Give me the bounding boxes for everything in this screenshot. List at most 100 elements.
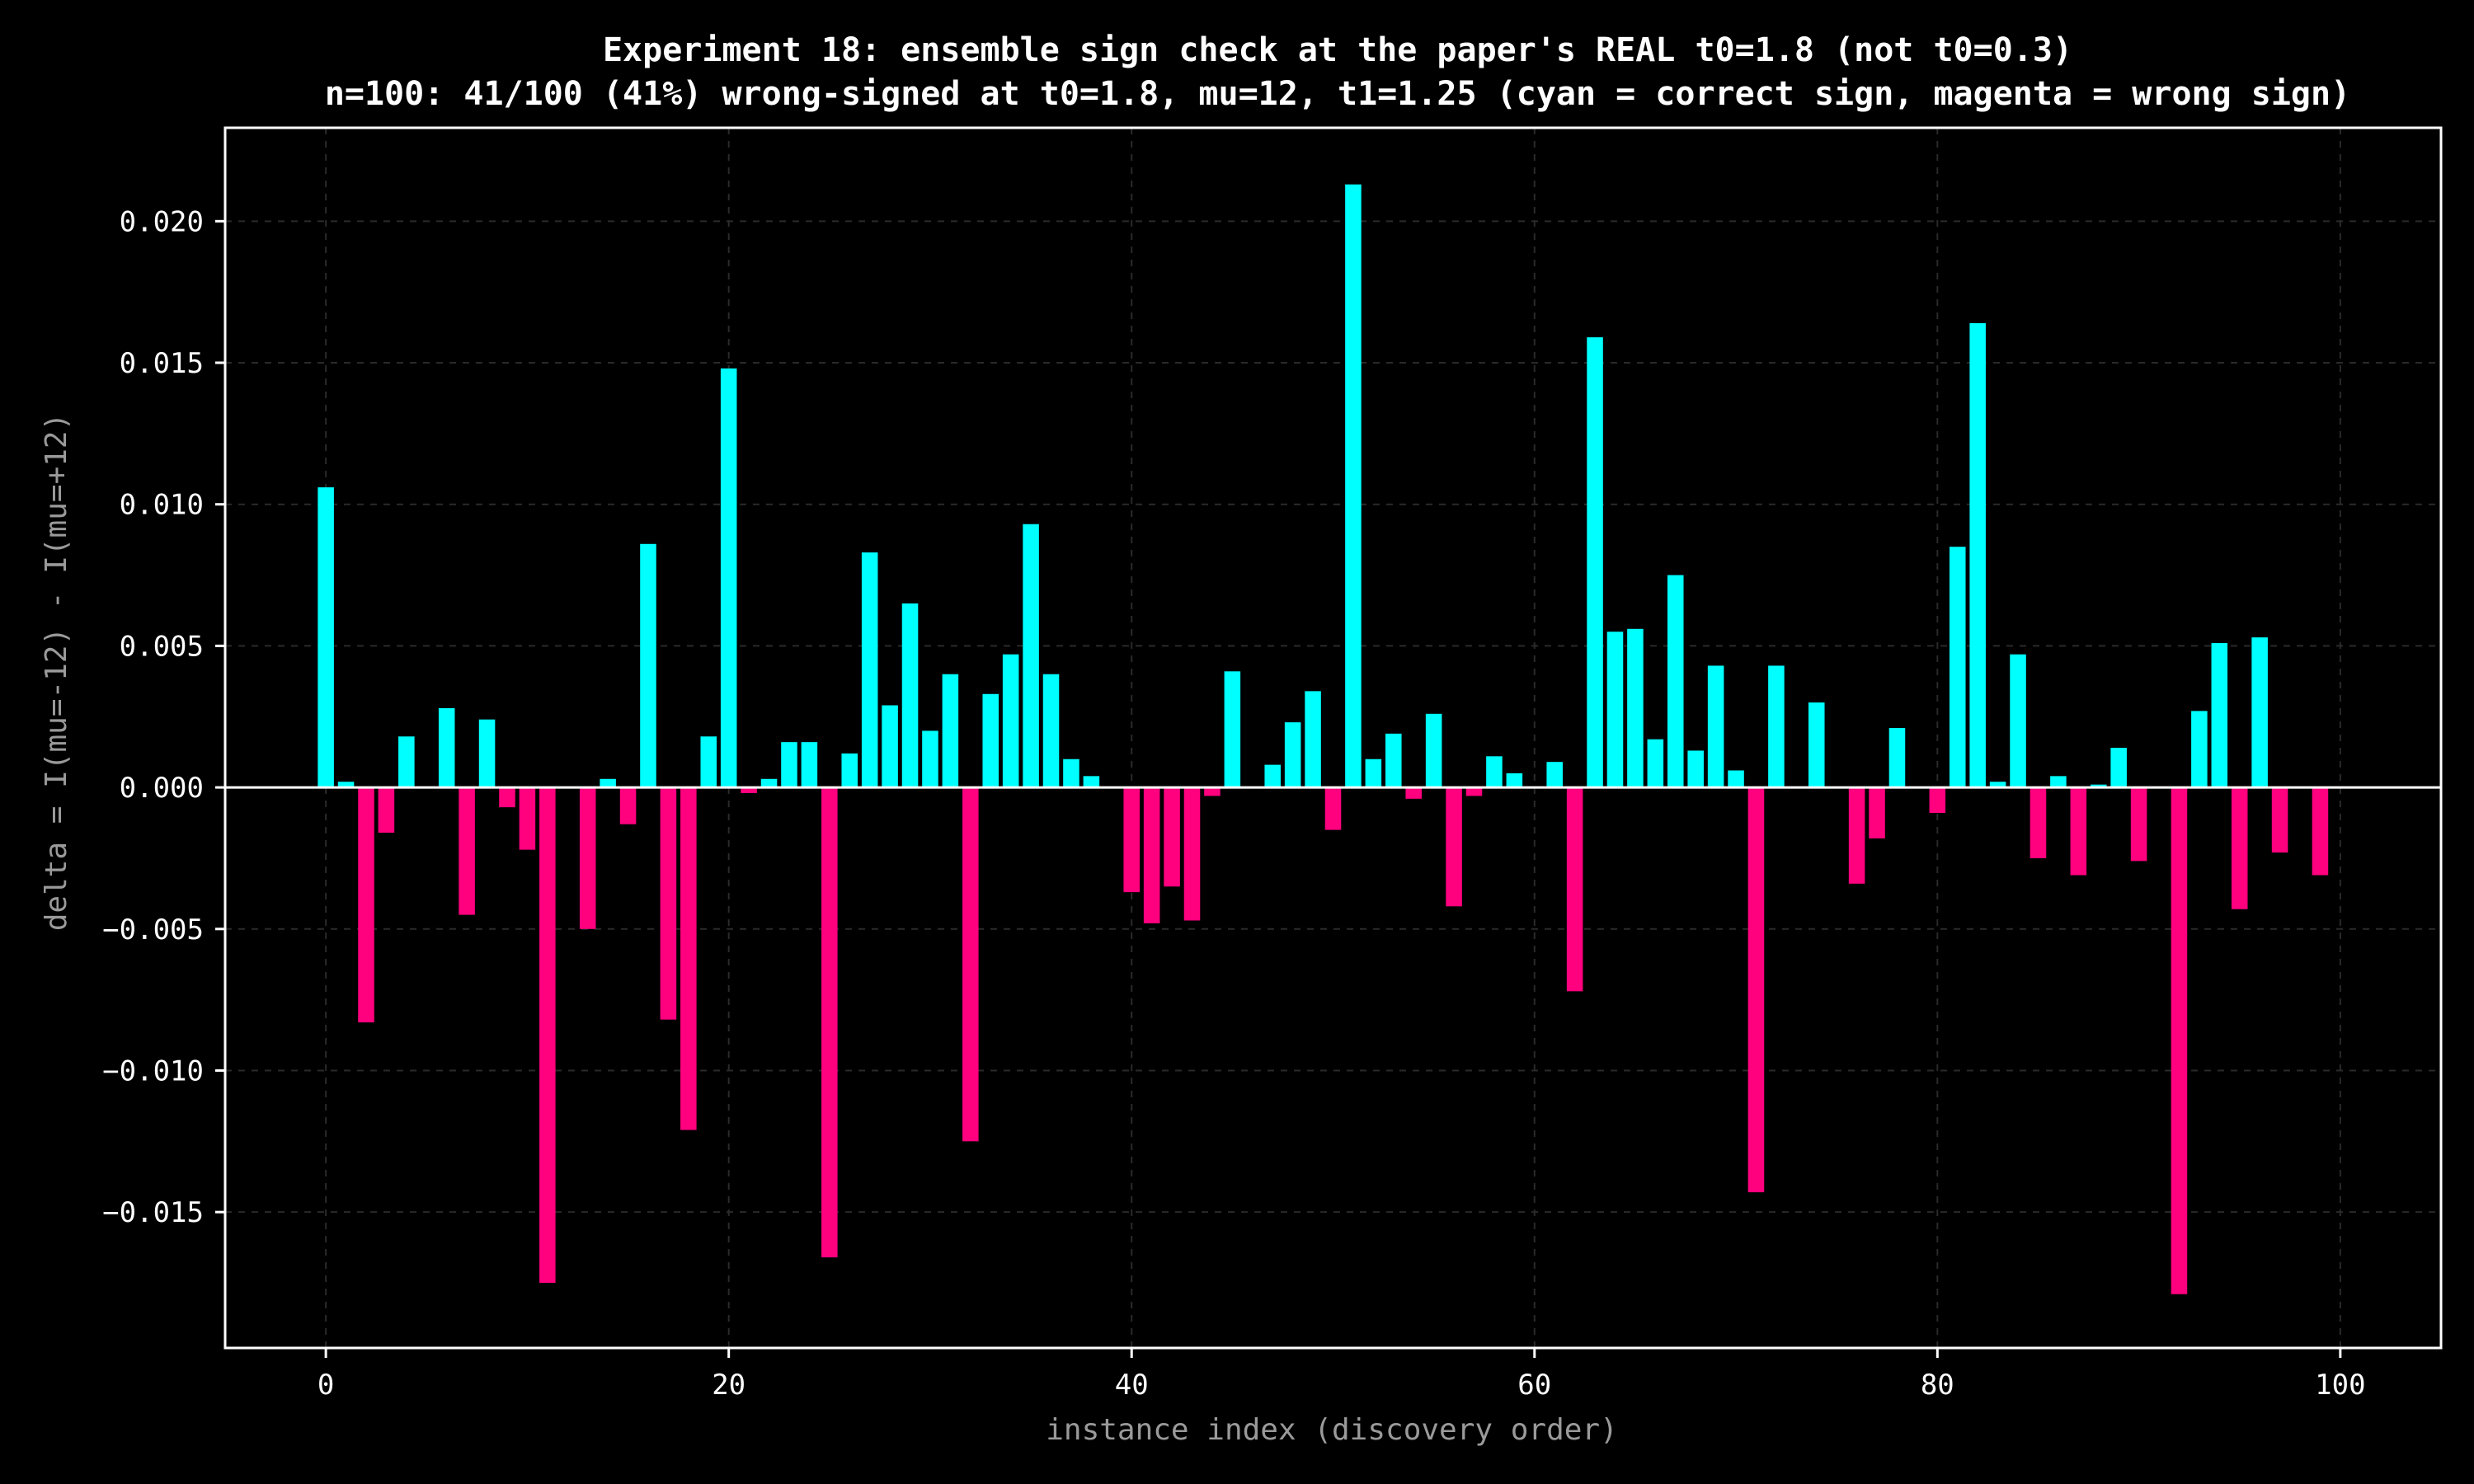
bar-instance-14	[600, 778, 616, 788]
bar-instance-55	[1425, 713, 1442, 788]
bar-instance-58	[1486, 756, 1503, 788]
bar-instance-84	[2010, 654, 2026, 788]
bar-instance-61	[1546, 762, 1563, 788]
bar-instance-80	[1929, 787, 1946, 813]
bar-instance-2	[358, 787, 374, 1023]
y-tick-label: 0.015	[120, 347, 204, 380]
bar-instance-59	[1506, 773, 1523, 788]
bar-instance-28	[882, 705, 898, 788]
bar-instance-22	[760, 778, 778, 788]
bar-instance-45	[1224, 671, 1241, 788]
bar-instance-77	[1869, 787, 1885, 838]
bar-series	[317, 184, 2329, 1294]
bar-instance-50	[1324, 787, 1342, 830]
bar-instance-27	[861, 552, 878, 788]
bar-instance-85	[2030, 787, 2047, 858]
bar-instance-10	[519, 787, 536, 850]
bar-instance-29	[901, 603, 919, 788]
y-tick-label: 0.005	[120, 630, 204, 663]
bar-instance-35	[1023, 524, 1039, 788]
bar-instance-76	[1848, 787, 1865, 884]
bar-instance-56	[1446, 787, 1462, 907]
bar-instance-64	[1606, 632, 1624, 788]
bar-instance-86	[2050, 776, 2067, 788]
bar-instance-3	[378, 787, 395, 834]
bar-instance-53	[1385, 733, 1402, 788]
bar-instance-94	[2211, 642, 2228, 788]
bar-instance-99	[2312, 787, 2329, 876]
bar-instance-42	[1164, 787, 1180, 887]
chart-title: Experiment 18: ensemble sign check at th…	[603, 31, 2072, 69]
bar-instance-68	[1687, 750, 1704, 788]
bar-instance-65	[1627, 628, 1644, 788]
bar-instance-32	[962, 787, 979, 1142]
bar-instance-87	[2070, 787, 2087, 876]
x-tick-label: 0	[317, 1369, 334, 1402]
y-tick-label: 0.010	[120, 489, 204, 522]
bar-instance-54	[1405, 787, 1422, 799]
bar-instance-92	[2171, 787, 2188, 1294]
bar-instance-40	[1123, 787, 1140, 893]
y-axis-label: delta = I(mu=-12) - I(mu=+12)	[40, 413, 73, 932]
bar-instance-97	[2271, 787, 2288, 853]
bar-instance-95	[2231, 787, 2248, 909]
bar-instance-20	[720, 368, 737, 788]
bar-instance-96	[2251, 637, 2268, 788]
bar-instance-11	[539, 787, 556, 1284]
bar-instance-51	[1345, 184, 1362, 788]
bar-instance-89	[2110, 748, 2127, 788]
bar-instance-23	[781, 742, 797, 788]
y-tick-label: 0.000	[120, 772, 204, 805]
bar-instance-38	[1083, 776, 1100, 788]
bar-instance-44	[1204, 787, 1221, 796]
bar-instance-25	[821, 787, 838, 1258]
bar-instance-48	[1284, 722, 1301, 788]
bar-instance-21	[741, 787, 757, 793]
bar-instance-90	[2130, 787, 2147, 862]
bar-instance-6	[438, 707, 455, 788]
bar-instance-93	[2191, 711, 2208, 788]
bar-instance-72	[1768, 665, 1785, 788]
bar-instance-9	[499, 787, 515, 808]
chart-subtitle: n=100: 41/100 (41%) wrong-signed at t0=1…	[325, 75, 2350, 113]
bar-instance-82	[1969, 322, 1986, 788]
y-tick-label: 0.020	[120, 205, 204, 238]
bar-instance-7	[459, 787, 475, 915]
bar-instance-31	[942, 674, 959, 788]
bar-instance-18	[680, 787, 697, 1130]
x-tick-label: 40	[1115, 1369, 1149, 1402]
bar-instance-15	[619, 787, 637, 824]
bar-instance-26	[841, 753, 858, 788]
bar-instance-67	[1667, 575, 1684, 788]
bar-instance-74	[1808, 702, 1825, 788]
bar-instance-8	[478, 719, 496, 788]
y-tick-label: −0.010	[102, 1054, 204, 1087]
x-axis-label: instance index (discovery order)	[1046, 1413, 1618, 1447]
bar-instance-36	[1042, 674, 1060, 788]
bar-instance-62	[1566, 787, 1583, 992]
bar-instance-57	[1465, 787, 1483, 796]
bar-instance-47	[1264, 764, 1281, 788]
y-tick-label: −0.015	[102, 1196, 204, 1229]
axis-ticks: 0 20 40 60 80 100 0.020 0.015 0.010 0.005 0.000 −0.…	[102, 205, 2365, 1402]
bar-instance-13	[579, 787, 596, 929]
x-tick-label: 60	[1517, 1369, 1551, 1402]
bar-instance-83	[1989, 782, 2006, 788]
bar-instance-30	[922, 730, 938, 788]
plot-frame	[223, 126, 2443, 1350]
bar-instance-0	[317, 487, 334, 788]
bar-instance-4	[398, 736, 415, 788]
bar-instance-49	[1305, 691, 1321, 788]
bar-instance-19	[700, 736, 717, 788]
bar-instance-17	[660, 787, 677, 1020]
bar-instance-1	[337, 782, 355, 788]
x-tick-label: 80	[1921, 1369, 1954, 1402]
bar-instance-78	[1888, 727, 1906, 788]
bar-instance-88	[2090, 784, 2107, 788]
bar-instance-33	[982, 693, 999, 788]
bar-instance-37	[1063, 758, 1079, 788]
y-tick-label: −0.005	[102, 913, 204, 946]
bar-instance-66	[1647, 739, 1664, 788]
bar-instance-70	[1728, 770, 1744, 788]
